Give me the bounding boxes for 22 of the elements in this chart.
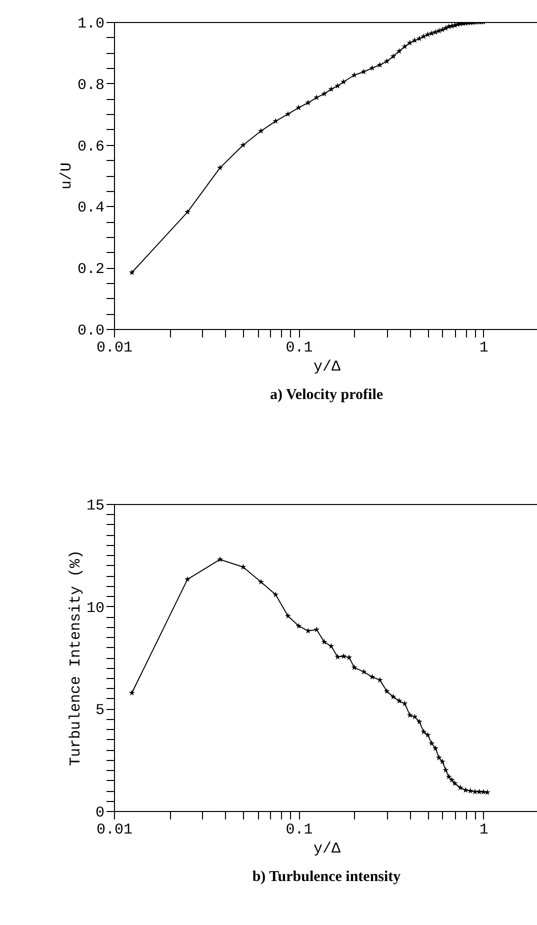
x-tick-label: 1: [479, 822, 488, 838]
x-tick-label: 1: [479, 340, 488, 356]
x-axis-title: y/Δ: [313, 358, 341, 376]
x-tick-label: 0.1: [286, 822, 313, 838]
y-tick-label: 0.8: [77, 76, 104, 94]
x-tick-label: 0.01: [96, 822, 133, 838]
y-tick-label: 0.4: [77, 200, 104, 217]
x-axis-title: y/Δ: [313, 840, 341, 858]
y-axis-title: u/U: [58, 162, 76, 190]
y-tick-label: 15: [86, 498, 104, 514]
text: a) Velocity profile: [270, 387, 384, 403]
y-tick-label: 1.0: [77, 16, 104, 32]
y-tick-label: 0: [95, 804, 104, 822]
x-tick-label: 0.01: [96, 340, 133, 356]
y-tick-label: 0.6: [77, 138, 104, 156]
text: b) Turbulence intensity: [252, 869, 402, 885]
y-tick-label: 0.0: [77, 322, 104, 340]
y-axis-title: Turbulence Intensity (%): [67, 550, 84, 766]
y-tick-label: 5: [95, 702, 104, 720]
x-tick-label: 0.1: [286, 340, 313, 356]
y-tick-label: 0.2: [77, 261, 104, 278]
y-tick-label: 10: [86, 600, 104, 617]
